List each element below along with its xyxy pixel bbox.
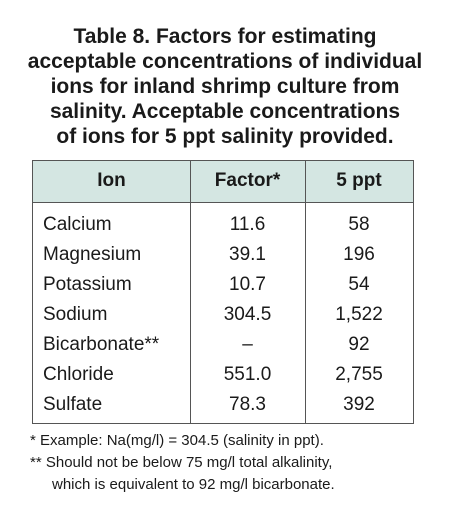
title-line: of ions for 5 ppt salinity provided. bbox=[56, 125, 394, 148]
ion-name: Chloride bbox=[43, 364, 114, 385]
ion-name: Calcium bbox=[43, 214, 112, 235]
ion-name: Sodium bbox=[43, 304, 108, 325]
cell-value: 58 bbox=[348, 214, 370, 235]
ion-name: Bicarbonate** bbox=[43, 334, 160, 355]
title-line: acceptable concentrations of individual bbox=[27, 50, 423, 73]
cell-value: 39.1 bbox=[229, 244, 266, 265]
table-header bbox=[33, 161, 413, 203]
column-header: Ion bbox=[97, 170, 126, 191]
column-header: 5 ppt bbox=[336, 170, 382, 191]
title-line: Table 8. Factors for estimating bbox=[73, 25, 377, 48]
cell-value: – bbox=[242, 334, 253, 355]
cell-value: 11.6 bbox=[229, 214, 266, 235]
cell-value: 392 bbox=[343, 394, 375, 415]
cell-value: 551.0 bbox=[223, 364, 272, 385]
cell-value: 54 bbox=[348, 274, 370, 295]
ion-name: Sulfate bbox=[43, 394, 103, 415]
column-divider bbox=[305, 161, 306, 423]
column-divider bbox=[190, 161, 191, 423]
cell-value: 1,522 bbox=[335, 304, 383, 325]
title-line: ions for inland shrimp culture from bbox=[50, 75, 400, 98]
cell-value: 92 bbox=[348, 334, 370, 355]
cell-value: 2,755 bbox=[335, 364, 383, 385]
footnote: which is equivalent to 92 mg/l bicarbona… bbox=[52, 476, 335, 493]
table-title: Table 8. Factors for estimating acceptabl… bbox=[0, 24, 450, 149]
cell-value: 10.7 bbox=[229, 274, 266, 295]
cell-value: 196 bbox=[343, 244, 375, 265]
ion-name: Magnesium bbox=[43, 244, 142, 265]
footnotes: * Example: Na(mg/l) = 304.5 (salinity in… bbox=[30, 430, 335, 496]
column-header: Factor* bbox=[214, 170, 281, 191]
cell-value: 78.3 bbox=[229, 394, 266, 415]
table: Ion Factor* 5 ppt Calcium 11.6 58 Magnesium 39.… bbox=[32, 160, 414, 424]
footnote: * Example: Na(mg/l) = 304.5 (salinity in… bbox=[30, 432, 324, 449]
footnote: ** Should not be below 75 mg/l total alk… bbox=[30, 454, 333, 471]
title-line: salinity. Acceptable concentrations bbox=[49, 100, 401, 123]
ion-name: Potassium bbox=[43, 274, 132, 295]
cell-value: 304.5 bbox=[223, 304, 272, 325]
